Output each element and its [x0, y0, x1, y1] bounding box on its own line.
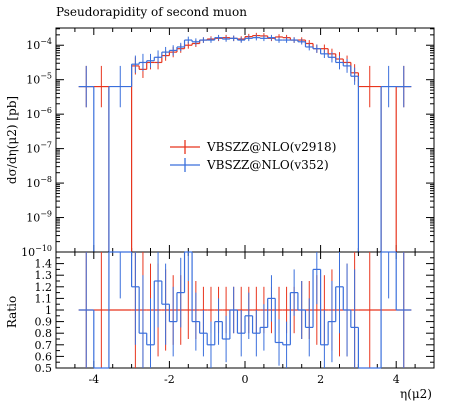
y-tick-label-ratio: 0.8 — [35, 327, 53, 340]
legend: VBSZZ@NLO(v2918) VBSZZ@NLO(v352) — [170, 140, 336, 172]
y-tick-label-ratio: 1 — [45, 304, 52, 317]
chart-title: Pseudorapidity of second muon — [56, 5, 247, 19]
y-tick-label: 10−4 — [26, 37, 52, 52]
ratio-panel: -4 -2 0 2 4 0.50.60.70.80.911.11.21.31.4 — [35, 251, 435, 386]
y-tick-label: 10−9 — [26, 210, 52, 225]
legend-label-2: VBSZZ@NLO(v352) — [206, 158, 329, 172]
y-tick-label-ratio: 1.3 — [35, 269, 53, 282]
x-tick-label: 2 — [317, 373, 324, 386]
y-tick-label: 10−8 — [26, 175, 52, 190]
y-tick-label-ratio: 0.9 — [35, 316, 53, 329]
x-tick-label: 4 — [393, 373, 400, 386]
y-axis-label-top: dσ/dη(μ2) [pb] — [5, 96, 19, 184]
x-tick-label: 0 — [242, 373, 249, 386]
y-tick-label: 10−5 — [26, 72, 52, 87]
main-panel: 10−10 10−9 10−8 10−7 10−6 10−5 10−4 VBSZZ@NLO(v… — [21, 27, 435, 259]
y-tick-label: 10−10 — [21, 244, 52, 259]
x-tick-label: -4 — [88, 373, 99, 386]
x-tick-label: -2 — [164, 373, 175, 386]
y-tick-label-ratio: 1.2 — [35, 281, 53, 294]
y-tick-label-ratio: 1.1 — [35, 292, 53, 305]
y-tick-label-ratio: 0.6 — [35, 350, 53, 363]
y-tick-label: 10−7 — [26, 141, 52, 156]
y-tick-label-ratio: 0.7 — [35, 339, 53, 352]
ratio-series-1 — [78, 252, 412, 368]
y-tick-label-ratio: 1.4 — [35, 258, 53, 271]
legend-label-1: VBSZZ@NLO(v2918) — [206, 140, 336, 154]
x-axis-label: η(μ2) — [400, 387, 432, 401]
ratio-series-2 — [78, 251, 412, 369]
y-tick-label: 10−6 — [26, 106, 52, 121]
series-2 — [78, 34, 412, 252]
y-tick-label-ratio: 0.5 — [35, 362, 53, 375]
y-axis-label-bottom: Ratio — [5, 296, 19, 328]
